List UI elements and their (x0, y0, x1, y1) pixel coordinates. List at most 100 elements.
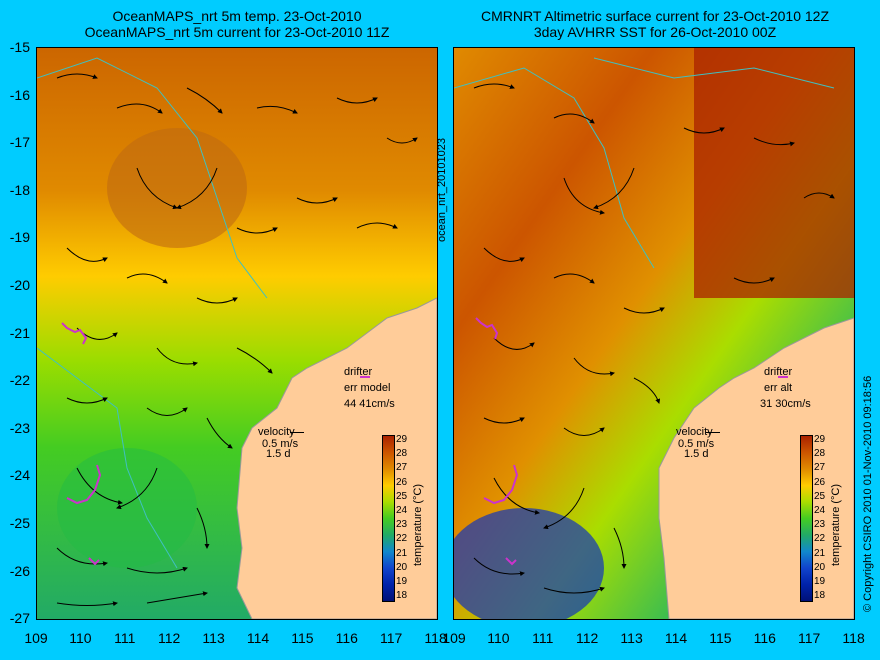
drifter-track (475, 317, 499, 340)
colorbar-tick-label: 20 (814, 561, 826, 573)
right-err-label: err alt (764, 382, 793, 394)
right-lon-tick-label: 113 (620, 630, 643, 646)
colorbar-tick-label: 29 (396, 434, 408, 445)
colorbar-tick-label: 25 (396, 490, 408, 502)
left-map-svg (37, 48, 437, 619)
left-colorbar-title: temperature (°C) (412, 483, 424, 566)
right-lon-tick-label: 109 (442, 630, 466, 646)
left-lon-tick-label: 118 (424, 630, 447, 646)
drifter-track (66, 464, 102, 505)
colorbar-tick-label: 21 (396, 547, 408, 559)
right-colorbar (800, 435, 813, 602)
colorbar-tick-label: 24 (814, 505, 826, 516)
lat-tick-label: -26 (9, 562, 30, 579)
drifter-track (505, 557, 517, 566)
drifter-track (61, 322, 88, 345)
colorbar-tick-label: 18 (814, 590, 826, 602)
left-velocity-arrow (290, 432, 304, 433)
drifter-track (88, 557, 100, 566)
left-map-panel (36, 47, 438, 620)
lat-tick-label: -24 (9, 467, 30, 484)
right-lon-tick-label: 112 (576, 630, 599, 646)
colorbar-tick-label: 21 (814, 547, 826, 559)
right-err-values: 31 30cm/s (760, 398, 811, 410)
colorbar-tick-label: 20 (396, 561, 408, 573)
right-velocity-label: velocity (676, 426, 713, 438)
bathymetry-contour-2 (37, 347, 178, 569)
bathymetry-contour (454, 67, 655, 269)
left-lon-tick-label: 113 (202, 630, 225, 646)
colorbar-tick-label: 23 (814, 519, 826, 531)
left-err-values: 44 41cm/s (344, 398, 395, 410)
colorbar-tick-label: 22 (814, 533, 826, 545)
left-title-1: OceanMAPS_nrt 5m temp. 23-Oct-2010 (112, 8, 362, 24)
left-drifter-marker (360, 376, 370, 378)
colorbar-tick-label: 27 (396, 462, 408, 474)
right-title-2: 3day AVHRR SST for 26-Oct-2010 00Z (533, 24, 777, 40)
colorbar-tick-label: 28 (814, 448, 826, 460)
left-lon-tick-label: 115 (291, 630, 314, 646)
left-lon-tick-label: 116 (335, 630, 358, 646)
lat-tick-label: -16 (9, 86, 30, 103)
colorbar-tick-label: 19 (814, 576, 826, 587)
lat-tick-label: -27 (9, 610, 30, 627)
right-lon-tick-label: 118 (842, 630, 865, 646)
drifter-track (483, 464, 519, 505)
colorbar-tick-label: 19 (396, 576, 408, 587)
lat-tick-label: -23 (9, 419, 30, 436)
right-title-1: CMRNRT Altimetric surface current for 23… (480, 8, 830, 24)
colorbar-tick-label: 29 (814, 434, 826, 445)
right-lon-tick-label: 117 (798, 630, 821, 646)
left-lon-tick-label: 117 (380, 630, 403, 646)
lat-tick-label: -21 (9, 324, 30, 341)
left-lon-tick-label: 109 (24, 630, 48, 646)
right-map-svg (454, 48, 854, 619)
left-drifter-label: drifter (344, 366, 373, 378)
right-colorbar-title: temperature (°C) (830, 483, 842, 566)
left-lon-tick-label: 112 (158, 630, 181, 646)
lat-tick-label: -19 (9, 229, 30, 246)
run-id-label: ocean_nrt_20101023 (436, 138, 448, 242)
bathymetry-contour-2 (593, 57, 835, 89)
left-velocity-scale: 0.5 m/s (262, 438, 299, 450)
right-lon-tick-label: 114 (664, 630, 688, 646)
colorbar-tick-label: 26 (814, 476, 826, 488)
colorbar-tick-label: 24 (396, 505, 408, 516)
lat-tick-label: -25 (9, 515, 30, 531)
cold-eddy (454, 508, 604, 619)
right-velocity-scale: 0.5 m/s (678, 438, 715, 450)
lat-tick-label: -18 (9, 181, 30, 198)
lat-tick-label: -22 (9, 372, 30, 389)
left-err-label: err model (344, 382, 391, 394)
left-velocity-label: velocity (258, 426, 295, 438)
lat-tick-label: -20 (9, 277, 30, 293)
left-lon-tick-label: 111 (114, 630, 136, 646)
left-lon-tick-label: 114 (246, 630, 270, 646)
current-vectors (473, 83, 835, 594)
copyright-label: © Copyright CSIRO 2010 01-Nov-2010 09:18… (862, 375, 874, 612)
colorbar-tick-label: 18 (396, 590, 408, 602)
lat-tick-label: -15 (9, 39, 30, 55)
right-velocity-time: 1.5 d (684, 448, 709, 460)
lat-tick-label: -17 (9, 134, 30, 151)
bathymetry-contour (37, 57, 268, 299)
colorbar-tick-label: 28 (396, 448, 408, 460)
right-drifter-marker (778, 376, 788, 378)
left-title-2: OceanMAPS_nrt 5m current for 23-Oct-2010… (84, 24, 390, 40)
right-drifter-label: drifter (764, 366, 793, 378)
colorbar-tick-label: 23 (396, 519, 408, 531)
right-lon-tick-label: 110 (487, 630, 510, 646)
colorbar-tick-label: 26 (396, 476, 408, 488)
colorbar-tick-label: 27 (814, 462, 826, 474)
colorbar-tick-label: 25 (814, 490, 826, 502)
right-lon-tick-label: 116 (753, 630, 776, 646)
left-lon-tick-label: 110 (69, 630, 92, 646)
right-lon-tick-label: 115 (709, 630, 732, 646)
current-vectors (56, 73, 418, 607)
right-lon-tick-label: 111 (532, 630, 554, 646)
warm-eddy (107, 128, 247, 248)
warm-region (694, 48, 854, 298)
left-velocity-time: 1.5 d (266, 448, 291, 460)
right-velocity-arrow (706, 432, 720, 433)
cool-eddy (57, 448, 197, 568)
